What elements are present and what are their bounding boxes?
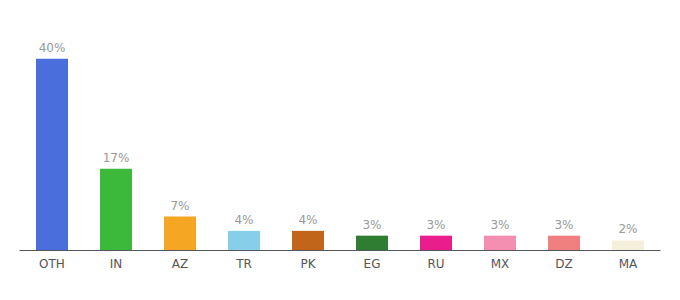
svg-text:4%: 4%: [298, 213, 317, 227]
svg-text:3%: 3%: [426, 218, 445, 232]
svg-text:EG: EG: [364, 257, 381, 271]
svg-text:40%: 40%: [39, 41, 66, 55]
svg-text:3%: 3%: [490, 218, 509, 232]
svg-text:TR: TR: [235, 257, 252, 271]
svg-text:MX: MX: [491, 257, 510, 271]
svg-text:2%: 2%: [618, 222, 637, 236]
svg-text:IN: IN: [110, 257, 123, 271]
svg-text:4%: 4%: [234, 213, 253, 227]
svg-text:PK: PK: [300, 257, 316, 271]
svg-text:3%: 3%: [362, 218, 381, 232]
svg-text:7%: 7%: [170, 199, 189, 213]
svg-text:DZ: DZ: [555, 257, 572, 271]
svg-text:17%: 17%: [103, 151, 130, 165]
svg-text:MA: MA: [619, 257, 638, 271]
svg-text:RU: RU: [427, 257, 444, 271]
svg-text:AZ: AZ: [172, 257, 188, 271]
svg-text:OTH: OTH: [39, 257, 65, 271]
svg-text:3%: 3%: [554, 218, 573, 232]
